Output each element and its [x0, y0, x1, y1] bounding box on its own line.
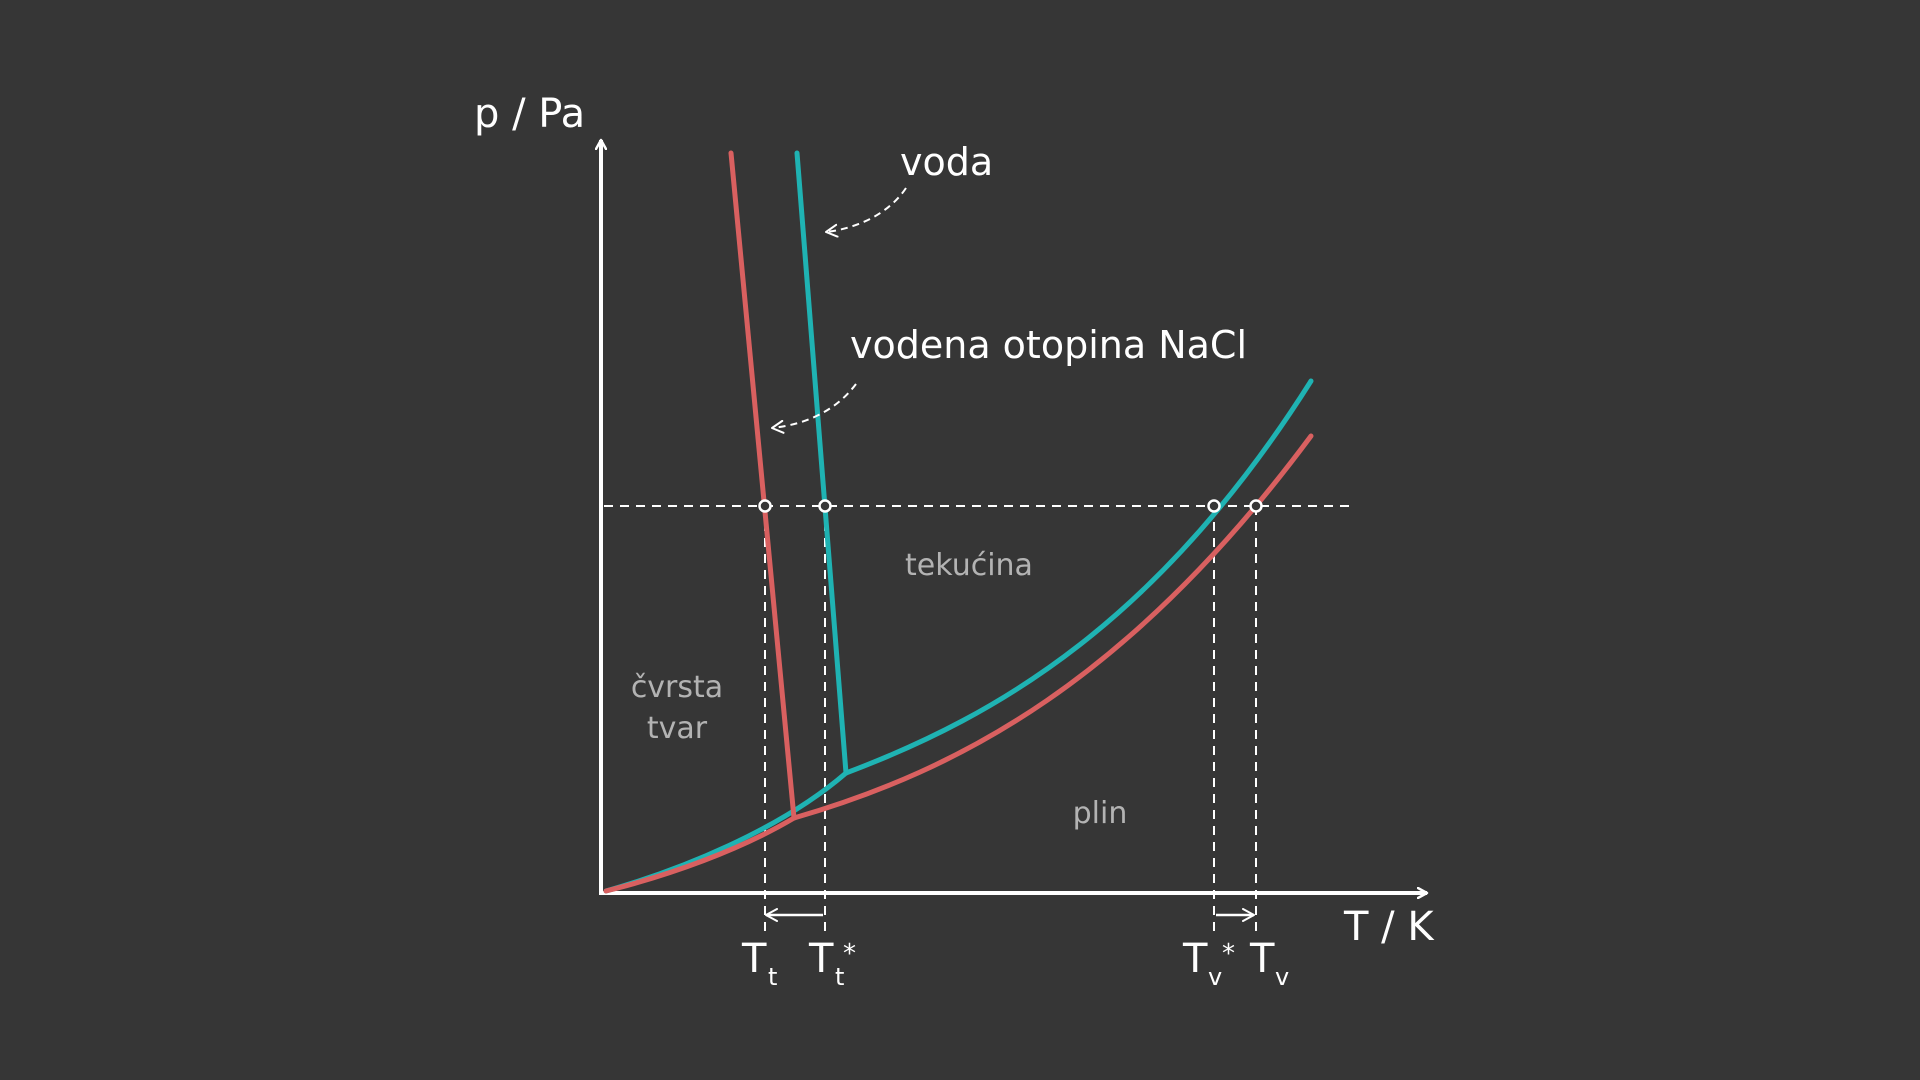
tick-tv-main: T: [1249, 936, 1275, 982]
water-vaporization-curve: [843, 378, 1314, 776]
tick-label-tv: T v: [1249, 936, 1289, 991]
solution-curve-label: vodena otopina NaCl: [850, 323, 1247, 367]
tick-tt-sub: t: [768, 963, 777, 991]
x-axis-label: T / K: [1343, 904, 1435, 950]
intersection-point-tv-star: [1207, 499, 1221, 513]
tick-label-tt: T t: [741, 936, 777, 991]
gas-region-label: plin: [1073, 796, 1128, 831]
tick-tt-star-star: *: [843, 939, 856, 969]
water-callout-arrow: [825, 187, 907, 238]
liquid-region-label: tekućina: [905, 548, 1033, 583]
solution-callout-arrow: [771, 383, 857, 434]
tick-tv-star-main: T: [1182, 936, 1208, 982]
solid-region-label-line2: tvar: [647, 711, 708, 746]
tick-tv-sub: v: [1275, 963, 1289, 991]
tick-tv-star-sub: v: [1208, 963, 1222, 991]
water-sublimation-curve: [603, 770, 849, 894]
intersection-point-tv: [1249, 499, 1263, 513]
solution-sublimation-curve: [603, 815, 797, 894]
solid-region-label-line1: čvrsta: [631, 670, 723, 705]
intersection-point-tt-star: [818, 499, 832, 513]
solution-melting-curve: [728, 150, 797, 821]
tick-tv-star-star: *: [1222, 939, 1235, 969]
water-curve-label: voda: [900, 140, 993, 184]
y-axis-label: p / Pa: [474, 91, 585, 137]
tick-tt-main: T: [741, 936, 767, 982]
water-melting-curve: [794, 150, 849, 776]
intersection-point-tt: [758, 499, 772, 513]
tick-tt-star-sub: t: [835, 963, 844, 991]
solution-vaporization-curve: [791, 433, 1314, 821]
tick-tt-star-main: T: [808, 936, 834, 982]
tick-label-tt-star: T t *: [808, 936, 856, 991]
tick-label-tv-star: T v *: [1182, 936, 1235, 991]
